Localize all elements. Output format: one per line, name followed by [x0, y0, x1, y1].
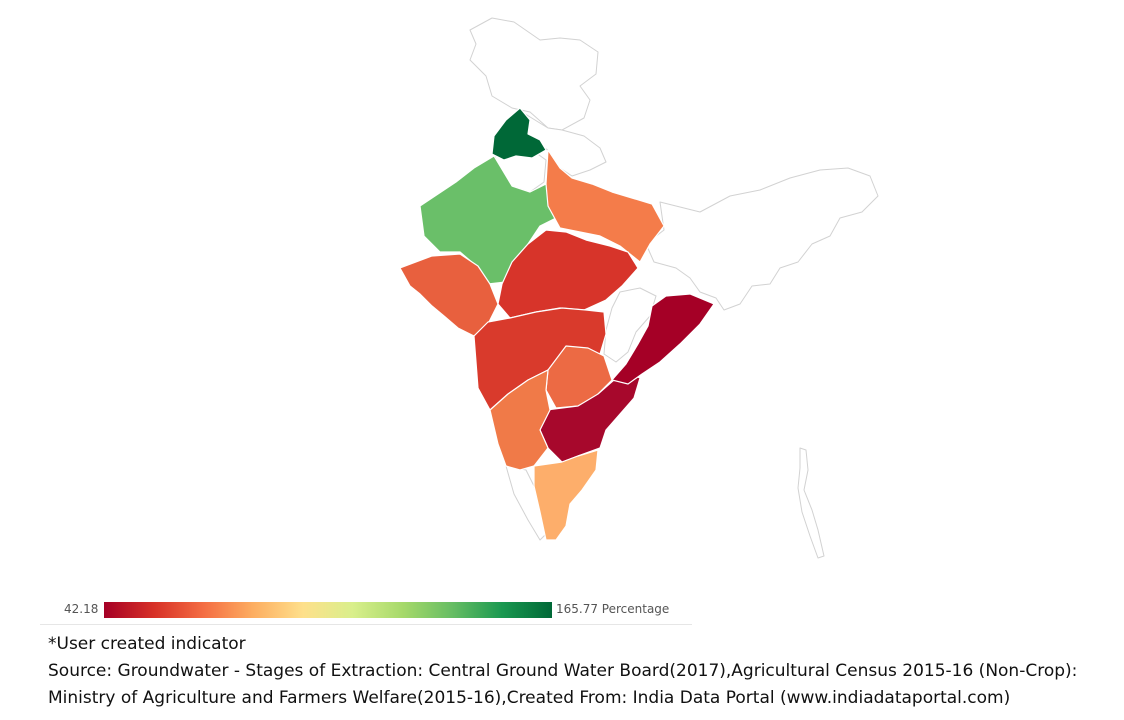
state-tamil-nadu[interactable] — [533, 449, 599, 541]
state-andhra-pradesh[interactable] — [539, 371, 641, 463]
state-madhya-pradesh[interactable] — [497, 229, 639, 319]
state-karnataka[interactable] — [489, 369, 551, 471]
region-andaman-islands — [797, 447, 825, 559]
state-punjab[interactable] — [491, 107, 547, 161]
region-jammu-kashmir-ladakh — [469, 17, 599, 131]
footnote-source-line-1: Source: Groundwater - Stages of Extracti… — [48, 661, 1078, 681]
legend-gradient-bar — [104, 602, 552, 618]
region-northeast-bihar-bengal — [645, 167, 879, 311]
legend-min-label: 42.18 — [64, 602, 99, 616]
region-chhattisgarh-jharkhand — [603, 287, 657, 363]
state-odisha[interactable] — [611, 293, 715, 385]
legend-max-label: 165.77 Percentage — [556, 602, 670, 616]
footnote-user-created: *User created indicator — [48, 634, 246, 654]
state-uttar-pradesh[interactable] — [545, 149, 665, 263]
color-legend: 42.18 165.77 Percentage — [40, 598, 692, 625]
india-choropleth-map — [399, 17, 879, 559]
footnote-source-line-2: Ministry of Agriculture and Farmers Welf… — [48, 688, 1011, 708]
